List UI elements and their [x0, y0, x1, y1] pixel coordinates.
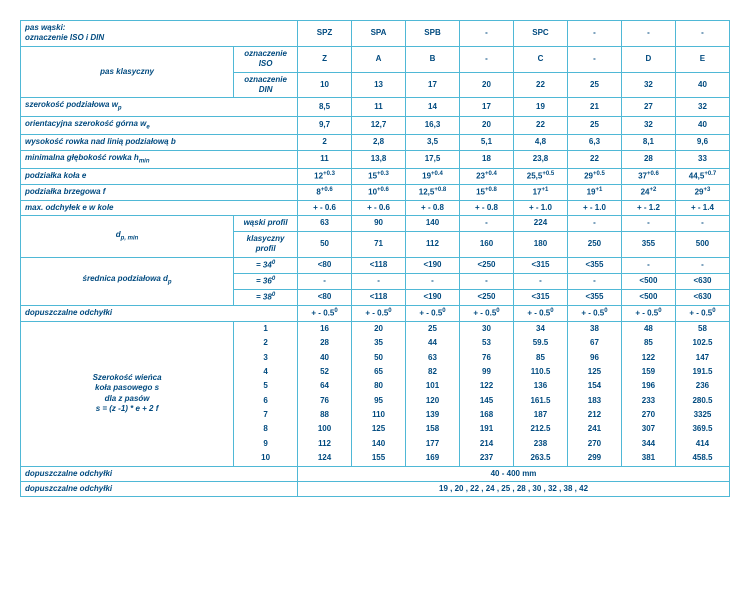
row-we: orientacyjna szerokość górna we 9,712,71…	[21, 116, 730, 134]
row-b: wysokość rowka nad linią podziałową b 22…	[21, 135, 730, 150]
rim-z: 9	[234, 437, 298, 451]
row-tol3: dopuszczalne odchyłki 19 , 20 , 22 , 24 …	[21, 482, 730, 497]
rim-z: 7	[234, 408, 298, 422]
row-e: podziałka koła e 12+0.315+0.319+0.423+0.…	[21, 168, 730, 184]
rim-row: Szerokość wieńcakoła pasowego sdla z pas…	[21, 321, 730, 336]
row-tol2: dopuszczalne odchyłki 40 - 400 mm	[21, 466, 730, 481]
col-spz: SPZ	[298, 21, 352, 47]
row-wp: szerokość podziałowa wp 8,5111417 192127…	[21, 98, 730, 116]
rim-label: Szerokość wieńcakoła pasowego sdla z pas…	[21, 321, 234, 466]
iso-label: oznaczenieISO	[234, 46, 298, 72]
header-classic-label: pas klasyczny	[21, 46, 234, 98]
rim-z: 6	[234, 394, 298, 408]
rim-z: 2	[234, 336, 298, 350]
rim-z: 5	[234, 379, 298, 393]
row-maxe: max. odchyłek e w kole + - 0.6+ - 0.6+ -…	[21, 201, 730, 216]
col-spa: SPA	[352, 21, 406, 47]
rim-z: 1	[234, 321, 298, 336]
row-dp-34: średnica podziałowa dp = 340 <80<118<190…	[21, 257, 730, 273]
header-narrow-label: pas wąski:oznaczenie ISO i DIN	[21, 21, 298, 47]
row-dpmin-narrow: dp, min wąski profil 6390140- 224---	[21, 216, 730, 231]
rim-z: 10	[234, 451, 298, 466]
row-tol1: dopuszczalne odchyłki + - 0.50+ - 0.50+ …	[21, 305, 730, 321]
col-spb: SPB	[406, 21, 460, 47]
din-label: oznaczenieDIN	[234, 72, 298, 98]
rim-z: 4	[234, 365, 298, 379]
row-f: podziałka brzegowa f 8+0.610+0.612,5+0.8…	[21, 184, 730, 200]
rim-z: 3	[234, 351, 298, 365]
col-spc: SPC	[513, 21, 567, 47]
rim-z: 8	[234, 422, 298, 436]
row-hmin: minimalna głębokość rowka hmin 1113,817,…	[21, 150, 730, 168]
belt-pulley-spec-table: pas wąski:oznaczenie ISO i DIN SPZ SPA S…	[20, 20, 730, 497]
rim-width-block: Szerokość wieńcakoła pasowego sdla z pas…	[21, 321, 730, 466]
